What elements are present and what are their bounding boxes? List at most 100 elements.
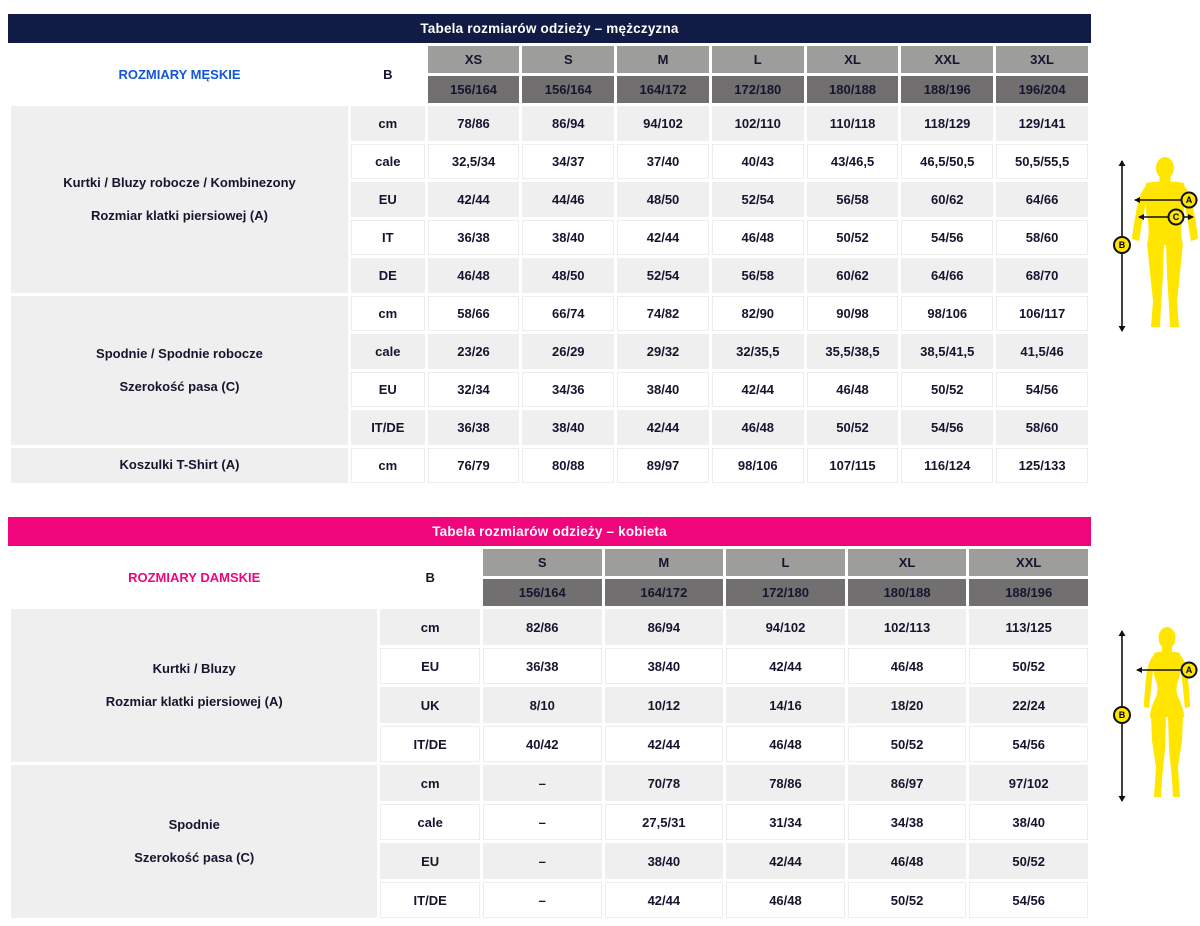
- size-value-cell: 102/110: [711, 106, 804, 141]
- size-value-cell: 98/106: [901, 296, 994, 331]
- table-corner-label: ROZMIARY DAMSKIE: [11, 549, 378, 606]
- size-value-cell: 86/94: [522, 106, 615, 141]
- size-value-cell: 116/124: [901, 448, 994, 483]
- size-value-cell: 46,5/50,5: [901, 144, 994, 179]
- height-range-cell: 156/164: [427, 76, 520, 103]
- size-header-cell: 3XL: [996, 46, 1088, 73]
- size-header-cell: S: [522, 46, 615, 73]
- size-value-cell: 48/50: [617, 182, 709, 217]
- size-value-cell: 58/60: [996, 220, 1088, 255]
- height-range-cell: 188/196: [969, 579, 1088, 606]
- size-value-cell: 38,5/41,5: [901, 334, 994, 369]
- section-label-line: Spodnie: [168, 817, 220, 833]
- unit-cell: EU: [350, 372, 425, 407]
- unit-cell: IT/DE: [380, 882, 480, 918]
- unit-cell: IT/DE: [350, 410, 425, 445]
- size-header-cell: L: [711, 46, 804, 73]
- size-value-cell: 8/10: [482, 687, 602, 723]
- table-row: IT/DE 36/38 38/40 42/44 46/48 50/52 54/56 58/60: [11, 410, 1088, 445]
- marker-c-icon: C: [1167, 208, 1185, 226]
- size-value-cell: 32/35,5: [711, 334, 804, 369]
- table-row: cale 32,5/34 34/37 37/40 40/43 43/46,5 46,5/50…: [11, 144, 1088, 179]
- women-table-container: ROZMIARY DAMSKIE B S M L XL XXL 156/164 164/172 1…: [8, 546, 1091, 921]
- women-table: ROZMIARY DAMSKIE B S M L XL XXL 156/164 164/172 1…: [8, 546, 1091, 921]
- size-value-cell: 50/52: [969, 648, 1088, 684]
- size-value-cell: 50/52: [806, 410, 899, 445]
- table-row: cale –27,5/31 31/34 34/38 38/40: [11, 804, 1088, 840]
- size-value-cell: 38/40: [522, 220, 615, 255]
- size-value-cell: 35,5/38,5: [806, 334, 899, 369]
- size-value-cell: 22/24: [969, 687, 1088, 723]
- size-header-cell: XL: [847, 549, 967, 576]
- size-value-cell: 38/40: [617, 372, 709, 407]
- size-header-cell: M: [604, 549, 724, 576]
- size-value-cell: 78/86: [726, 765, 845, 801]
- height-range-row: 156/164 156/164 164/172 172/180 180/188 188/1…: [11, 76, 1088, 103]
- marker-a-label: A: [1186, 195, 1193, 205]
- unit-cell: cale: [380, 804, 480, 840]
- female-measurement-figure: A B: [1113, 627, 1198, 802]
- size-header-cell: L: [726, 549, 845, 576]
- size-header-cell: M: [617, 46, 709, 73]
- header-row: ROZMIARY DAMSKIE B S M L XL XXL: [11, 549, 1088, 606]
- marker-a-icon: A: [1180, 191, 1198, 209]
- size-value-cell: 50/52: [969, 843, 1088, 879]
- size-value-cell: 44/46: [522, 182, 615, 217]
- size-value-cell: 52/54: [711, 182, 804, 217]
- size-header-cell: XL: [806, 46, 899, 73]
- section-label-line: Kurtki / Bluzy: [152, 661, 236, 677]
- size-value-cell: 64/66: [996, 182, 1088, 217]
- size-value-cell: 70/78: [604, 765, 724, 801]
- table-row: EU 36/38 38/40 42/44 46/48 50/52: [11, 648, 1088, 684]
- marker-a-label: A: [1186, 665, 1193, 675]
- size-header-cell: XXL: [969, 549, 1088, 576]
- size-value-cell: 89/97: [617, 448, 709, 483]
- size-value-cell: 58/60: [996, 410, 1088, 445]
- size-value-cell: 118/129: [901, 106, 994, 141]
- size-value-cell: 76/79: [427, 448, 520, 483]
- size-value-cell: 82/86: [482, 609, 602, 645]
- section-label-cell: Kurtki / Bluzy Rozmiar klatki piersiowej …: [11, 609, 378, 762]
- size-value-cell: 54/56: [901, 410, 994, 445]
- size-value-cell: 38/40: [969, 804, 1088, 840]
- size-value-cell: 40/43: [711, 144, 804, 179]
- size-value-cell: 46/48: [711, 220, 804, 255]
- size-value-cell: 36/38: [427, 410, 520, 445]
- section-label-line: Szerokość pasa (C): [134, 849, 255, 865]
- table-row: Koszulki T-Shirt (A) cm 76/79 80/88 89/97 98/…: [11, 448, 1088, 483]
- size-value-cell: 107/115: [806, 448, 899, 483]
- size-value-cell: 56/58: [711, 258, 804, 293]
- size-value-cell: 98/106: [711, 448, 804, 483]
- section-label-line: Rozmiar klatki piersiowej (A): [105, 693, 283, 709]
- size-value-cell: 129/141: [996, 106, 1088, 141]
- size-value-cell: 10/12: [604, 687, 724, 723]
- size-value-cell: –: [482, 882, 602, 918]
- unit-cell: cm: [380, 609, 480, 645]
- height-range-cell: 156/164: [522, 76, 615, 103]
- size-value-cell: 50,5/55,5: [996, 144, 1088, 179]
- size-value-cell: 54/56: [969, 882, 1088, 918]
- men-table-container: ROZMIARY MĘSKIE B XS S M L XL XXL 3XL 156/164 156/…: [8, 43, 1091, 486]
- size-header-cell: XXL: [901, 46, 994, 73]
- size-value-cell: 66/74: [522, 296, 615, 331]
- size-value-cell: 46/48: [427, 258, 520, 293]
- size-value-cell: 125/133: [996, 448, 1088, 483]
- unit-cell: EU: [380, 648, 480, 684]
- unit-cell: DE: [350, 258, 425, 293]
- size-value-cell: 110/118: [806, 106, 899, 141]
- height-range-cell: 164/172: [617, 76, 709, 103]
- size-value-cell: 38/40: [604, 843, 724, 879]
- size-value-cell: 56/58: [806, 182, 899, 217]
- unit-cell: cm: [350, 106, 425, 141]
- size-header-cell: S: [482, 549, 602, 576]
- marker-b-label: B: [1119, 240, 1126, 250]
- male-measurement-figure: A C B: [1113, 157, 1198, 332]
- height-range-cell: 172/180: [726, 579, 845, 606]
- size-value-cell: 38/40: [604, 648, 724, 684]
- table-row: Spodnie / Spodnie robocze Szerokość pasa …: [11, 296, 1088, 445]
- size-value-cell: 46/48: [806, 372, 899, 407]
- unit-cell: cm: [350, 448, 425, 483]
- table-row: Spodnie Szerokość pasa (C) cm –70/78 78/86 86…: [11, 765, 1088, 918]
- size-value-cell: 32,5/34: [427, 144, 520, 179]
- men-size-section: Tabela rozmiarów odzieży – mężczyzna ROZ…: [8, 14, 1091, 486]
